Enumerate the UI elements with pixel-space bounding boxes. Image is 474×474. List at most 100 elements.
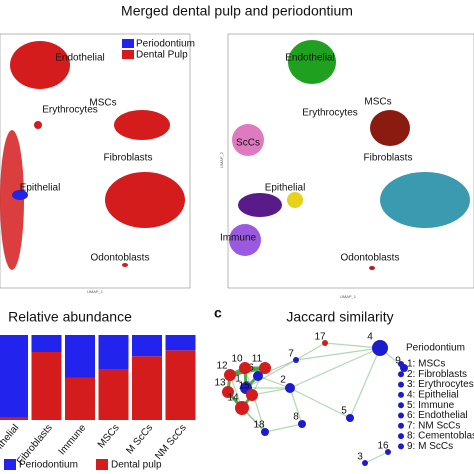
legend-dot xyxy=(398,391,404,398)
bar-segment xyxy=(65,335,95,378)
network-edge xyxy=(251,387,291,396)
cell-cluster xyxy=(380,172,470,228)
bar-segment xyxy=(165,335,196,351)
network-node xyxy=(222,386,234,398)
network-node xyxy=(372,340,388,356)
chart-title: Relative abundance xyxy=(8,309,132,325)
cluster-label: Immune xyxy=(220,233,257,244)
legend-item: 6: Endothelial xyxy=(407,410,468,421)
cluster-label: Endothelial xyxy=(55,53,104,64)
network-edge xyxy=(245,359,297,389)
legend-title: Periodontium xyxy=(406,343,465,354)
cell-cluster xyxy=(229,224,261,256)
x-tick-label: M ScCs xyxy=(124,423,155,457)
axis-label: UMAP_1 xyxy=(87,289,104,294)
x-tick-label: Immune xyxy=(57,422,89,457)
legend-dot xyxy=(398,422,404,429)
legend-dot xyxy=(398,412,404,419)
legend-swatch xyxy=(122,39,134,48)
network-node xyxy=(346,414,354,422)
cell-cluster xyxy=(0,130,24,270)
legend-item: 8: Cementoblasts xyxy=(407,431,474,442)
node-label: 15 xyxy=(238,381,250,392)
network-node xyxy=(293,357,299,363)
legend-label: Periodontium xyxy=(19,460,78,471)
legend-swatch xyxy=(96,459,108,470)
legend-dot xyxy=(398,361,404,367)
legend-item: 4: Epithelial xyxy=(407,390,459,401)
cell-cluster xyxy=(238,193,282,217)
cell-cluster xyxy=(122,263,128,267)
node-label: 1 xyxy=(235,374,241,385)
network-node xyxy=(362,460,368,466)
bar-segment xyxy=(65,377,95,420)
cluster-label: Fibroblasts xyxy=(104,153,153,164)
network-node xyxy=(239,362,251,374)
node-label: 18 xyxy=(253,420,265,431)
panel-label: c xyxy=(214,305,222,321)
network-edge xyxy=(289,387,351,419)
cell-cluster xyxy=(114,110,170,140)
network-node xyxy=(235,401,249,415)
cell-cluster xyxy=(12,190,28,200)
cluster-label: Epithelial xyxy=(20,183,61,194)
cluster-label: Odontoblasts xyxy=(341,253,400,264)
node-label: 16 xyxy=(377,441,389,452)
cell-cluster xyxy=(34,121,42,129)
node-label: 2 xyxy=(280,375,286,386)
node-label: 8 xyxy=(293,412,299,423)
network-edge xyxy=(289,347,381,389)
node-label: 10 xyxy=(231,354,243,365)
panel-title: Jaccard similarity xyxy=(286,309,393,325)
node-label: 3 xyxy=(357,452,363,463)
cluster-label: MSCs xyxy=(364,97,391,108)
network-edge xyxy=(295,347,381,361)
network-edge xyxy=(289,387,303,425)
cluster-label: Erythrocytes xyxy=(42,105,98,116)
bar-segment xyxy=(31,352,62,420)
network-edge xyxy=(264,423,303,433)
cell-cluster xyxy=(232,124,264,156)
network-node xyxy=(322,340,328,346)
legend-dot xyxy=(398,371,404,378)
cluster-label: Erythrocytes xyxy=(302,108,358,119)
node-label: 17 xyxy=(314,332,326,343)
bar-segment xyxy=(132,335,162,357)
node-label: 4 xyxy=(367,332,373,343)
bar-segment xyxy=(165,350,196,420)
node-label: 14 xyxy=(227,393,239,404)
legend-dot xyxy=(398,402,404,409)
legend-swatch xyxy=(122,50,134,59)
legend-item: 5: Immune xyxy=(407,400,455,411)
network-node xyxy=(385,449,391,455)
network-edge xyxy=(295,342,326,361)
legend-dot xyxy=(398,443,404,450)
network-node xyxy=(259,362,271,374)
network-node xyxy=(261,428,269,436)
bar-segment xyxy=(98,335,129,369)
network-node xyxy=(246,389,258,401)
cell-cluster xyxy=(10,41,70,89)
axis-label: UMAP_2 xyxy=(219,151,224,168)
legend-dot xyxy=(398,433,404,440)
figure-title: Merged dental pulp and periodontium xyxy=(121,3,353,19)
legend-label: Dental pulp xyxy=(111,460,162,471)
network-edge xyxy=(349,347,381,419)
node-label: 6 xyxy=(248,363,254,374)
network-edge xyxy=(324,342,381,349)
node-label: 5 xyxy=(341,406,347,417)
legend-label: Periodontium xyxy=(136,39,195,50)
x-tick-label: NM ScCs xyxy=(153,423,189,462)
cluster-label: Fibroblasts xyxy=(364,153,413,164)
umap-right xyxy=(227,33,474,289)
bar-segment xyxy=(31,335,62,352)
node-label: 7 xyxy=(288,349,294,360)
cell-cluster xyxy=(288,40,336,84)
legend-label: Dental Pulp xyxy=(136,50,188,61)
network-node xyxy=(224,369,236,381)
network-edge xyxy=(257,375,291,389)
legend-item: 2: Fibroblasts xyxy=(407,369,467,380)
node-label: 13 xyxy=(214,378,226,389)
cell-cluster xyxy=(370,110,410,146)
